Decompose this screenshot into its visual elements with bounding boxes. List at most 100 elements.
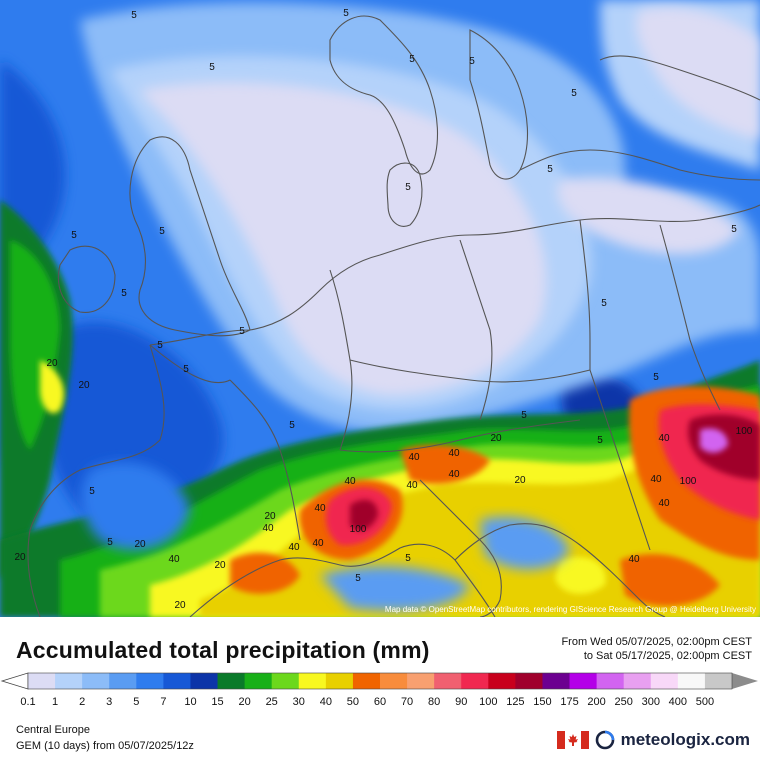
brand-block[interactable]: meteologix.com [556, 729, 750, 751]
scale-swatch [55, 673, 83, 689]
contour-value-label: 5 [597, 435, 603, 446]
scale-swatch [190, 673, 218, 689]
contour-value-label: 40 [650, 474, 662, 485]
scale-swatch [163, 673, 191, 689]
contour-value-label: 20 [214, 560, 226, 571]
contour-value-label: 100 [680, 476, 697, 487]
scale-swatch [704, 673, 733, 689]
brand-name[interactable]: meteologix.com [620, 730, 750, 749]
contour-value-label: 20 [14, 552, 26, 563]
region-label: Central Europe [16, 724, 90, 736]
scale-swatch [217, 673, 246, 689]
contour-value-label: 40 [262, 523, 274, 534]
scale-swatch [136, 673, 164, 689]
scale-tick-label: 1 [52, 696, 59, 708]
scale-tick-label: 200 [587, 696, 606, 708]
map-canvas: 5 5 5 5 5 5 5 5 5 5 5 5 5 5 5 5 5 5 5 5 5 5 5 5 20 20 20 20 20 20 20 20… [0, 0, 760, 617]
scale-tick-label: 60 [373, 696, 387, 708]
contour-value-label: 40 [448, 469, 460, 480]
scale-tick-label: 80 [428, 696, 441, 708]
scale-swatch [623, 673, 652, 689]
scale-tick-label: 0.1 [20, 696, 36, 708]
scale-swatch [488, 673, 516, 689]
contour-value-label: 5 [107, 537, 113, 548]
precipitation-map[interactable]: 5 5 5 5 5 5 5 5 5 5 5 5 5 5 5 5 5 5 5 5 5 5 5 5 20 20 20 20 20 20 20 20… [0, 0, 760, 617]
scale-swatch [542, 673, 570, 689]
scale-swatch [569, 673, 598, 689]
contour-value-label: 5 [157, 340, 163, 351]
scale-swatch [650, 673, 679, 689]
scale-tick-label: 10 [184, 696, 197, 708]
scale-tick-label: 400 [668, 696, 688, 708]
contour-value-label: 5 [405, 553, 411, 564]
scale-swatch [244, 673, 273, 689]
contour-value-label: 20 [174, 600, 186, 611]
contour-value-label: 5 [121, 288, 127, 299]
period-to: to Sat 05/17/2025, 02:00pm CEST [583, 650, 752, 662]
map-attribution[interactable]: Map data © OpenStreetMap contributors, r… [384, 605, 756, 614]
contour-value-label: 40 [312, 538, 324, 549]
scale-tick-label: 90 [455, 696, 468, 708]
contour-value-label: 5 [131, 10, 137, 21]
meteologix-logo-icon [595, 730, 614, 750]
contour-value-label: 100 [350, 524, 367, 535]
scale-swatch [380, 673, 408, 689]
contour-value-label: 5 [409, 54, 415, 65]
scale-tick-label: 300 [641, 696, 660, 708]
scale-swatch [596, 673, 625, 689]
contour-value-label: 20 [78, 380, 90, 391]
scale-tick-label: 3 [106, 696, 113, 708]
contour-labels: 5 5 5 5 5 5 5 5 5 5 5 5 5 5 5 5 5 5 5 5 5 5 5 5 20 20 20 20 20 20 20 20… [14, 8, 752, 611]
scale-tick-label: 40 [319, 696, 332, 708]
scale-tick-label: 125 [506, 696, 525, 708]
coastlines-and-borders [27, 15, 760, 617]
contour-value-label: 40 [314, 503, 326, 514]
scale-tick-label: 150 [533, 696, 552, 708]
contour-value-label: 40 [168, 554, 180, 565]
contour-value-label: 5 [209, 62, 215, 73]
scale-tick-label: 25 [265, 696, 278, 708]
contour-value-label: 5 [355, 573, 361, 584]
contour-value-label: 20 [264, 511, 276, 522]
scale-tick-label: 7 [160, 696, 167, 708]
contour-value-label: 40 [288, 542, 300, 553]
forecast-period: From Wed 05/07/2025, 02:00pm CEST to Sat… [561, 635, 752, 663]
contour-value-label: 40 [344, 476, 356, 487]
scale-frame [27, 672, 733, 690]
contour-value-label: 5 [547, 164, 553, 175]
contour-value-label: 5 [289, 420, 295, 431]
scale-tick-label: 70 [400, 696, 414, 708]
contour-value-label: 5 [343, 8, 349, 19]
scale-tick-label: 250 [614, 696, 633, 708]
scale-swatch [28, 673, 56, 689]
scale-under-arrow [0, 672, 29, 690]
contour-value-label: 5 [731, 224, 737, 235]
model-run-label: GEM (10 days) from 05/07/2025/12z [16, 740, 194, 752]
contour-value-label: 40 [658, 433, 670, 444]
scale-tick-label: 175 [560, 696, 579, 708]
color-scale-ticks: 0.1 1 2 3 5 7 10 15 20 25 30 40 50 60 70 80 90 100 125 150 1… [0, 696, 760, 710]
canada-flag-icon [556, 731, 589, 749]
contour-value-label: 40 [448, 448, 460, 459]
scale-swatch [109, 673, 137, 689]
scale-tick-label: 15 [211, 696, 224, 708]
scale-tick-label: 100 [479, 696, 498, 708]
contour-value-label: 5 [89, 486, 95, 497]
scale-tick-label: 50 [346, 696, 360, 708]
color-scale-bar [0, 672, 758, 690]
contour-value-label: 5 [601, 298, 607, 309]
contour-value-label: 20 [46, 358, 58, 369]
contour-value-label: 20 [514, 475, 526, 486]
scale-tick-label: 5 [133, 696, 140, 708]
contour-value-label: 5 [159, 226, 165, 237]
legend-title: Accumulated total precipitation (mm) [16, 637, 430, 663]
contour-value-label: 5 [469, 56, 475, 67]
scale-tick-label: 500 [695, 696, 715, 708]
contour-value-label: 40 [658, 498, 670, 509]
scale-swatch [82, 673, 110, 689]
scale-swatch [677, 673, 706, 689]
scale-tick-label: 30 [292, 696, 305, 708]
scale-swatch [515, 673, 543, 689]
scale-over-arrow [732, 673, 758, 689]
scale-tick-label: 20 [238, 696, 251, 708]
